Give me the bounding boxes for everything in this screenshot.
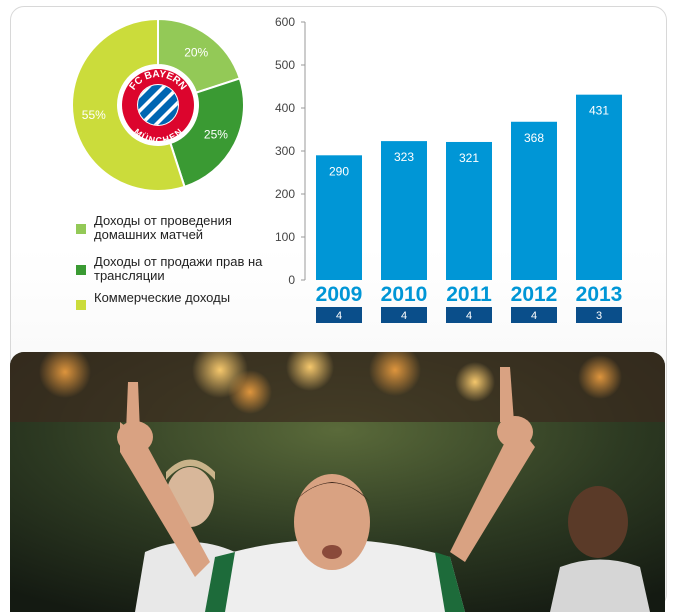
bar-value-label: 290	[329, 164, 349, 178]
bar-value-label: 323	[394, 150, 414, 164]
year-badge-label: 3	[596, 310, 602, 322]
bar-2011	[446, 141, 492, 280]
legend-swatch	[76, 300, 86, 310]
y-tick-label: 200	[275, 187, 295, 201]
year-badge	[381, 307, 427, 323]
y-tick-label: 100	[275, 230, 295, 244]
bar-value-label: 368	[524, 131, 544, 145]
x-tick-label: 2013	[576, 283, 623, 306]
pie-slice-label: 25%	[204, 128, 228, 142]
legend-label: Доходы от проведения домашних матчей	[94, 213, 232, 242]
bar-2010	[381, 141, 427, 280]
bar-2013	[576, 94, 622, 280]
y-tick-label: 400	[275, 101, 295, 115]
x-tick-label: 2010	[381, 283, 428, 306]
year-badge	[576, 307, 622, 323]
year-badge-label: 4	[531, 310, 537, 322]
legend-label: Коммерческие доходы	[94, 290, 231, 305]
bar-2009	[316, 155, 362, 280]
y-tick-label: 500	[275, 58, 295, 72]
bar-value-label: 321	[459, 151, 479, 165]
pie-slice-label: 20%	[184, 45, 208, 59]
x-tick-label: 2012	[511, 283, 558, 306]
fc-bayern-logo: FC BAYERN MÜNCHEN	[118, 65, 198, 145]
x-tick-label: 2009	[316, 283, 363, 306]
celebration-photo-illustration	[10, 352, 665, 612]
legend-swatch	[76, 224, 86, 234]
year-badge-label: 4	[466, 310, 472, 322]
legend-swatch	[76, 265, 86, 275]
bar-2012	[511, 121, 557, 280]
revenue-bar-chart: 0 100 200 300 400 500 600 290 2009 4 323 2010 4 321 2…	[275, 15, 623, 323]
pie-slice-label: 55%	[82, 108, 106, 122]
player-photo	[10, 352, 665, 612]
y-tick-label: 600	[275, 15, 295, 29]
year-badge-label: 4	[336, 310, 342, 322]
revenue-pie-chart: 20% 25% 55% FC BAYERN MÜNCHEN	[71, 17, 245, 192]
x-tick-label: 2011	[446, 283, 492, 306]
year-badge	[316, 307, 362, 323]
year-badge-label: 4	[401, 310, 407, 322]
year-badge	[511, 307, 557, 323]
y-tick-label: 0	[288, 273, 295, 287]
pie-slice-commercial	[71, 17, 186, 192]
y-tick-label: 300	[275, 144, 295, 158]
bar-value-label: 431	[589, 104, 609, 118]
legend-label: Доходы от продажи прав на трансляции	[94, 254, 263, 283]
year-badge	[446, 307, 492, 323]
